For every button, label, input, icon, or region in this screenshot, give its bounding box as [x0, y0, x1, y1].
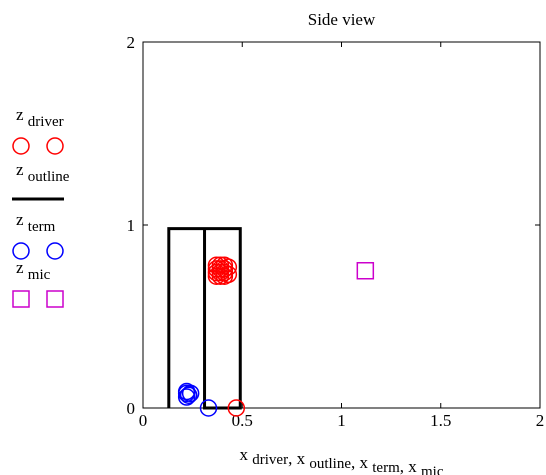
y-tick-label: 2	[127, 33, 136, 52]
square-point	[356, 262, 375, 280]
circle-point	[219, 265, 238, 284]
x-axis-label: x driver, x outline, x term, x mic	[240, 445, 444, 475]
circle-point	[227, 399, 246, 417]
outline-line	[167, 227, 242, 410]
legend-label: z driver	[16, 105, 64, 130]
plot-area	[142, 41, 541, 409]
circle-point	[219, 258, 238, 276]
legend-circle-marker	[46, 137, 64, 155]
x-label-subscript: term	[372, 460, 400, 475]
circle-point	[179, 386, 198, 404]
x-label-var: , x	[400, 457, 421, 475]
x-label-subscript: driver	[252, 452, 288, 468]
x-label-var: x	[240, 445, 253, 464]
x-label-subscript: outline	[309, 456, 351, 472]
x-tick-label: 1	[337, 411, 346, 430]
x-tick-label: 0	[139, 411, 148, 430]
circle-point	[199, 399, 218, 417]
x-tick-label: 2	[536, 411, 545, 430]
y-tick-label: 0	[127, 399, 136, 418]
circle-point	[181, 384, 200, 403]
legend: z driver z outline z term z mic	[12, 105, 70, 308]
legend-square-marker	[12, 290, 30, 308]
legend-circle-marker	[12, 137, 30, 155]
circle-point	[177, 388, 196, 406]
legend-label: z mic	[16, 258, 51, 283]
legend-label: z term	[16, 210, 56, 235]
legend-circle-marker	[12, 242, 30, 260]
legend-square-marker	[46, 290, 64, 308]
outline-series	[167, 227, 242, 410]
chart-title: Side view	[308, 10, 376, 29]
y-tick-label: 1	[127, 216, 136, 235]
legend-label: z outline	[16, 160, 70, 185]
x-label-subscript: mic	[421, 464, 444, 475]
legend-circle-marker	[46, 242, 64, 260]
x-label-var: , x	[288, 449, 309, 468]
x-label-var: , x	[351, 453, 372, 472]
marker-series	[177, 256, 375, 417]
x-tick-label: 1.5	[430, 411, 451, 430]
